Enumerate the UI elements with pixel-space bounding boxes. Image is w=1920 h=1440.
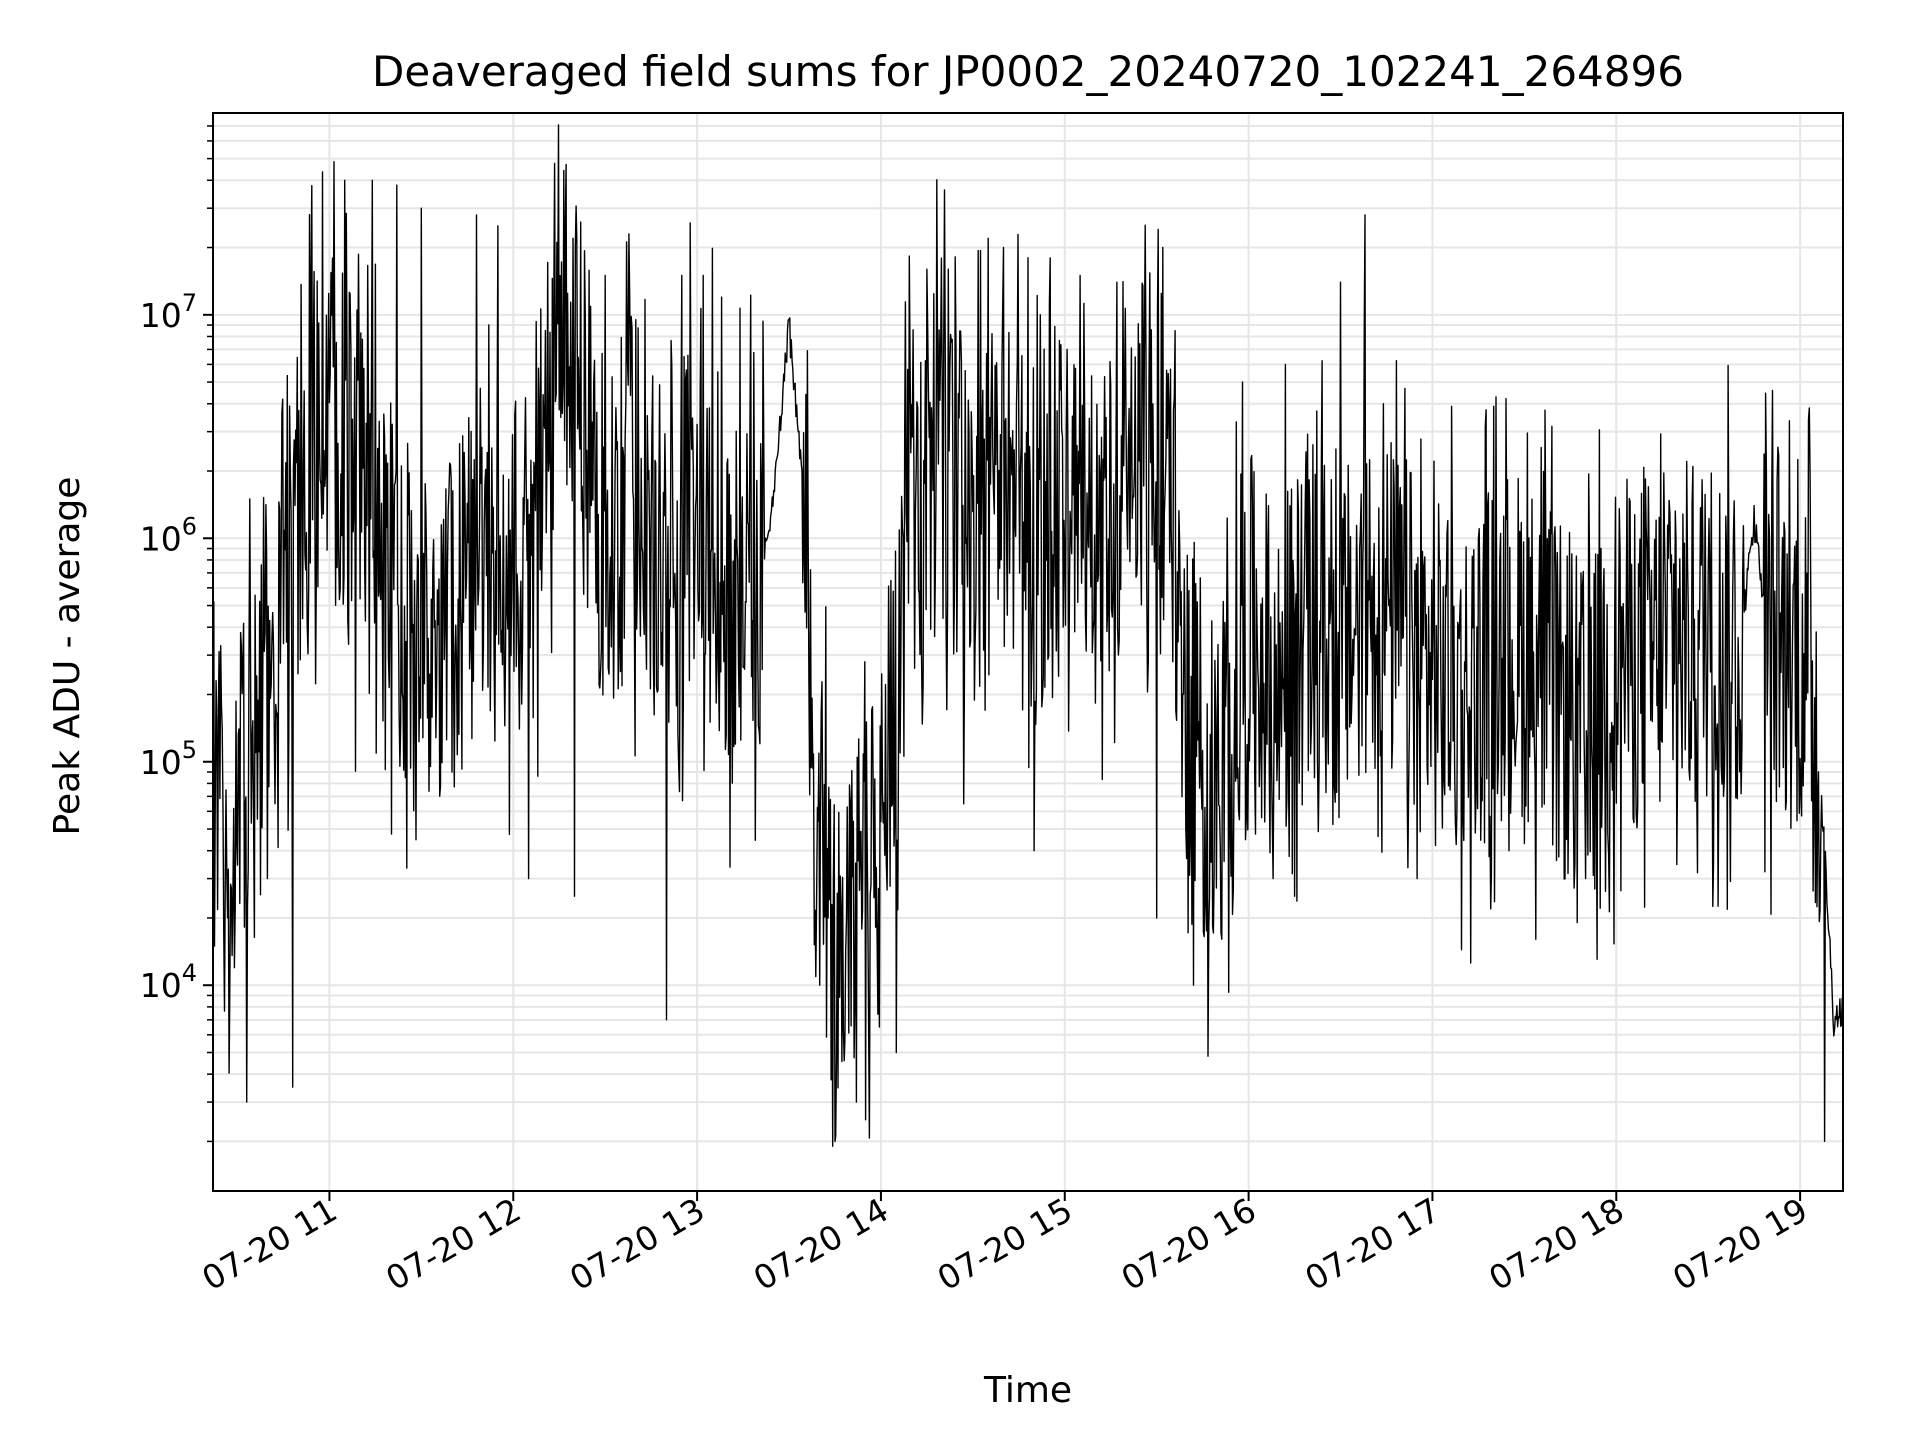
x-axis-label: Time <box>983 1370 1072 1411</box>
chart-title: Deaveraged field sums for JP0002_2024072… <box>372 47 1684 96</box>
y-tick-label: 105 <box>140 736 197 782</box>
y-tick-label: 106 <box>140 512 197 558</box>
y-axis-label: Peak ADU - average <box>47 477 88 836</box>
y-tick-label: 104 <box>140 959 197 1005</box>
y-tick-label: 107 <box>140 289 197 335</box>
axes-frame <box>212 112 1844 1192</box>
data-series-line <box>212 124 1844 1148</box>
